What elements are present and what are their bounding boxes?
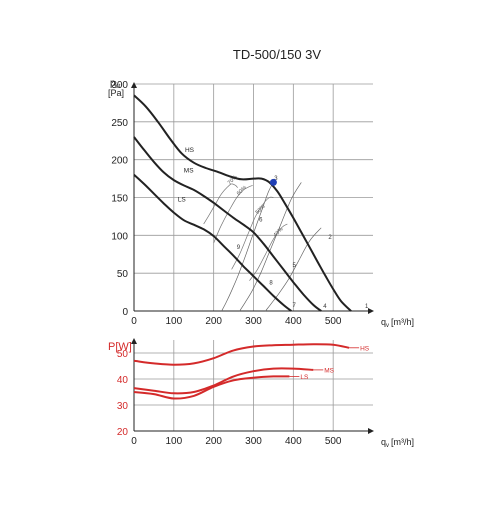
- operating-point-label: 5: [293, 263, 297, 269]
- x-tick-label: 200: [205, 436, 222, 447]
- series-label-ms: MS: [324, 367, 334, 374]
- y-axis-arrow: [131, 82, 137, 88]
- y-axis-arrow: [131, 338, 137, 344]
- x-tick-label: 500: [325, 436, 342, 447]
- series-label-hs: HS: [185, 147, 195, 154]
- x-axis-arrow: [368, 428, 374, 434]
- operating-point-label: 4: [323, 304, 327, 310]
- y-tick-label: 50: [117, 269, 129, 280]
- x-tick-label: 400: [285, 316, 302, 327]
- efficiency-line: [249, 223, 288, 281]
- x-tick-label: 0: [131, 316, 137, 327]
- operating-point-label: 3: [274, 176, 278, 182]
- chart-title: TD-500/150 3V: [233, 47, 321, 62]
- series-label-ls: LS: [300, 374, 309, 381]
- y-tick-label: 100: [111, 231, 128, 242]
- series-label-ls: LS: [178, 196, 187, 203]
- x-tick-label: 300: [245, 316, 262, 327]
- x-axis-label: qv [m³/h]: [381, 437, 414, 449]
- x-tick-label: 200: [205, 316, 222, 327]
- y-tick-label: 0: [122, 307, 128, 318]
- y-tick-label: 200: [111, 156, 128, 167]
- y-tick-label: 40: [117, 375, 129, 386]
- x-tick-label: 100: [165, 316, 182, 327]
- series-line-ls: [133, 174, 292, 312]
- series-line-hs: [133, 343, 350, 366]
- series-line-ms: [133, 367, 314, 395]
- x-tick-label: 500: [325, 316, 342, 327]
- efficiency-label: 40%: [273, 226, 285, 238]
- operating-point-marker: [269, 178, 277, 186]
- x-tick-label: 300: [245, 436, 262, 447]
- series-line-ls: [133, 375, 290, 400]
- y-tick-label: 250: [111, 118, 128, 129]
- y-tick-label: 20: [117, 427, 129, 438]
- y-tick-label: 300: [111, 80, 128, 91]
- operating-point-label: 9: [237, 245, 241, 251]
- x-axis-arrow: [368, 308, 374, 314]
- operating-point-label: 8: [269, 281, 273, 287]
- x-tick-label: 400: [285, 436, 302, 447]
- series-label-ms: MS: [184, 168, 194, 175]
- y-tick-label: 150: [111, 194, 128, 205]
- y-tick-label: 50: [117, 349, 129, 360]
- y-axis-unit: [Pa]: [108, 88, 124, 98]
- efficiency-label: 60%: [236, 185, 248, 197]
- operating-point-label: 2: [328, 235, 332, 241]
- power-chart: 0 100 200 300 400 500 20 30 40 50 qv [m³/h] P[W] HS MS…: [108, 338, 414, 449]
- efficiency-line: [213, 185, 253, 244]
- series-line-hs: [133, 94, 352, 312]
- pressure-chart: 0 100 200 300 400 500 0 50 100 150 200 250 300 qv [m³/…: [108, 78, 414, 329]
- y-tick-label: 30: [117, 401, 129, 412]
- series-line-ms: [133, 136, 322, 312]
- efficiency-label: 50%: [255, 204, 267, 216]
- series-label-hs: HS: [360, 345, 370, 352]
- x-tick-label: 0: [131, 436, 137, 447]
- x-tick-label: 100: [165, 436, 182, 447]
- efficiency-line: [231, 196, 274, 270]
- operating-point-label: 7: [293, 303, 297, 309]
- system-curve: [265, 227, 322, 312]
- system-curve: [239, 182, 302, 312]
- efficiency-line: [203, 183, 238, 225]
- y-axis-label: P[W]: [108, 341, 132, 353]
- x-axis-label: qv [m³/h]: [381, 317, 414, 329]
- operating-point-label: 1: [365, 304, 369, 310]
- system-curve: [221, 182, 274, 312]
- operating-point-label: 6: [259, 218, 263, 224]
- y-axis-label: pst: [110, 78, 121, 90]
